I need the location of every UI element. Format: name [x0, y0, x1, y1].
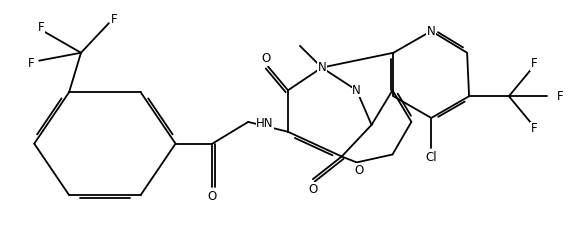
Text: F: F	[531, 57, 537, 70]
Text: N: N	[352, 84, 361, 97]
Text: O: O	[208, 191, 217, 204]
Text: Cl: Cl	[425, 151, 437, 164]
Text: O: O	[354, 164, 364, 177]
Text: F: F	[557, 90, 563, 103]
Text: F: F	[28, 57, 35, 70]
Text: F: F	[111, 13, 117, 26]
Text: N: N	[318, 61, 326, 74]
Text: O: O	[261, 52, 271, 65]
Text: O: O	[308, 183, 318, 196]
Text: HN: HN	[256, 117, 274, 130]
Text: F: F	[531, 122, 537, 135]
Text: F: F	[38, 21, 44, 34]
Text: N: N	[427, 25, 436, 38]
